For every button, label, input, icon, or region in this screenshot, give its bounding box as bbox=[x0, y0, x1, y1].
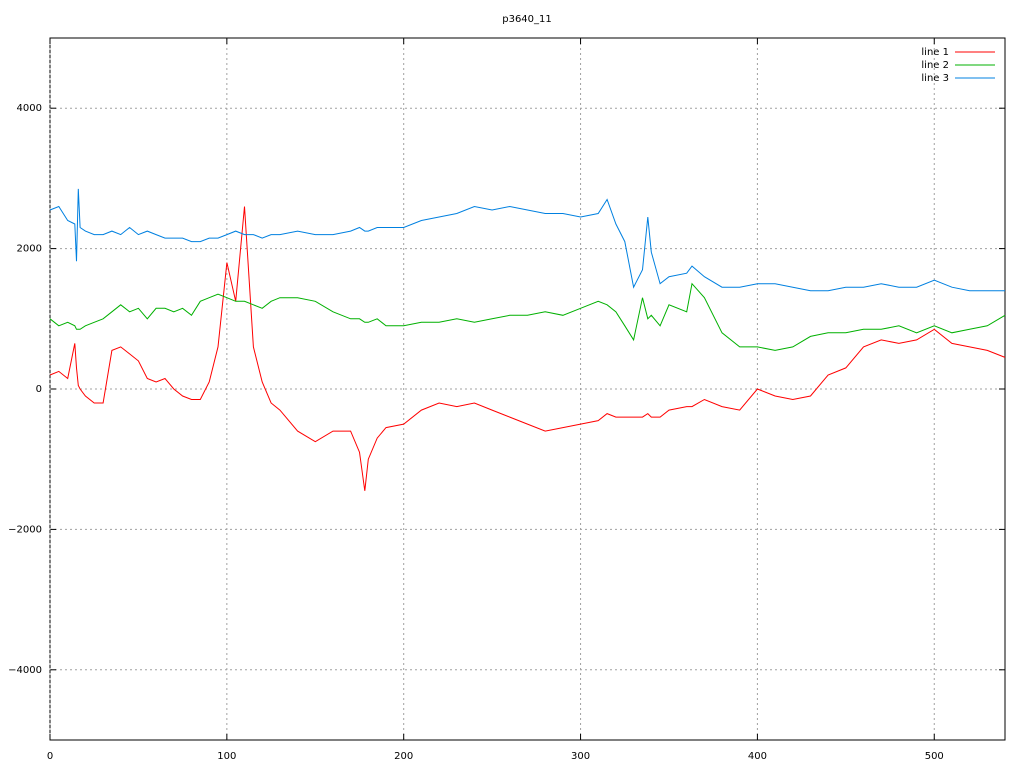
chart-title: p3640_11 bbox=[502, 14, 552, 25]
x-tick-label: 0 bbox=[47, 751, 53, 762]
y-tick-label: 4000 bbox=[17, 103, 42, 114]
y-tick-label: 0 bbox=[36, 384, 42, 395]
x-tick-label: 200 bbox=[394, 751, 413, 762]
legend-label: line 2 bbox=[921, 60, 949, 71]
data-line bbox=[49, 188, 1005, 292]
legend-label: line 3 bbox=[921, 73, 949, 84]
legend-label: line 1 bbox=[921, 47, 949, 58]
x-tick-label: 500 bbox=[925, 751, 944, 762]
x-tick-label: 100 bbox=[217, 751, 236, 762]
y-tick-label: 2000 bbox=[17, 244, 42, 255]
y-tick-label: −4000 bbox=[8, 665, 42, 676]
data-line bbox=[49, 206, 1006, 491]
data-line bbox=[49, 282, 1006, 351]
x-tick-label: 400 bbox=[748, 751, 767, 762]
y-tick-label: −2000 bbox=[8, 524, 42, 535]
x-tick-label: 300 bbox=[571, 751, 590, 762]
